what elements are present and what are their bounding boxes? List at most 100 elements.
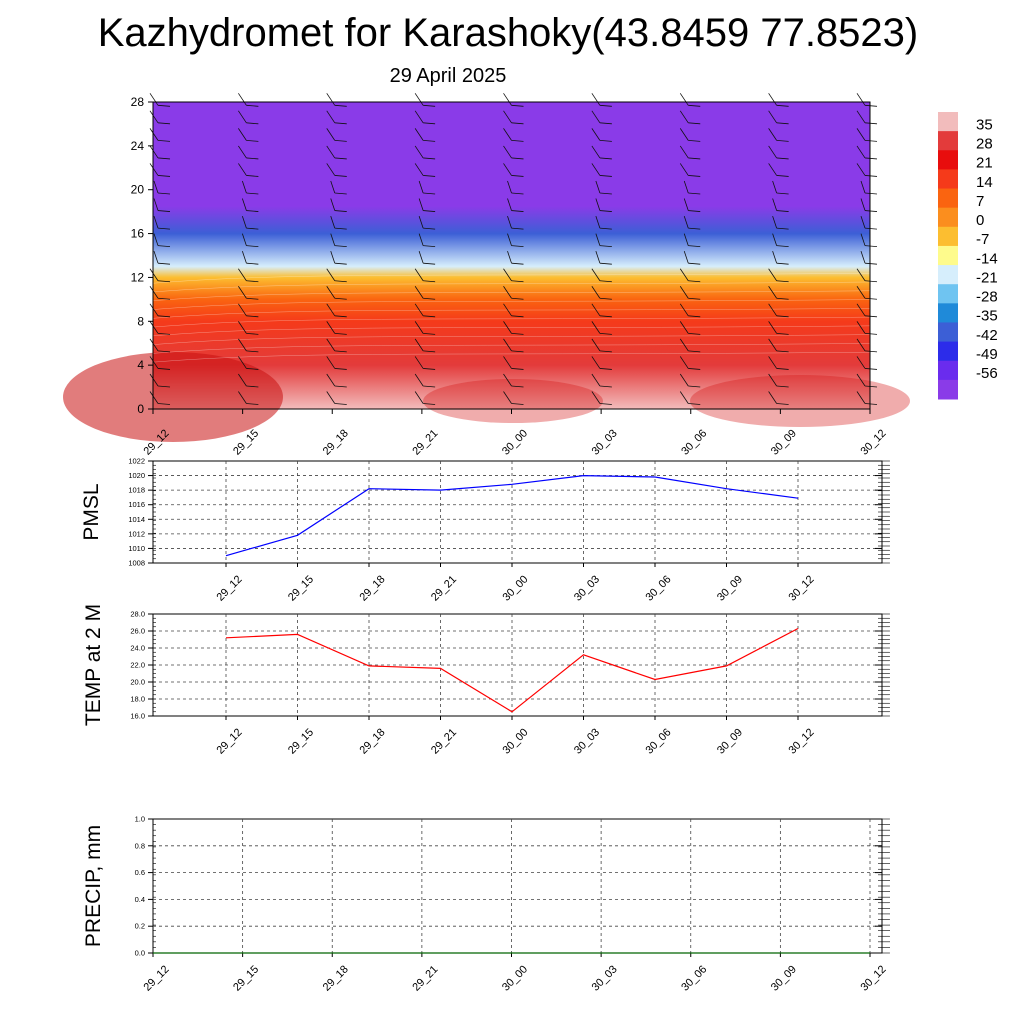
wind-barb (507, 198, 512, 211)
wind-barb-flag (334, 157, 347, 160)
wind-barb (503, 356, 512, 369)
colorbar-label: -28 (976, 289, 998, 306)
wind-barb (856, 163, 866, 176)
wind-barb-flag (246, 210, 259, 212)
wind-barb-flag (157, 262, 171, 265)
wind-barb-flag (688, 297, 701, 300)
wind-barb (768, 338, 777, 352)
wind-barb-flag (246, 104, 259, 107)
wind-barb (507, 180, 512, 194)
wind-barb (503, 373, 512, 387)
x-tick-label: 30_00 (500, 726, 530, 756)
wind-barb (326, 338, 336, 352)
wind-barb-flag (157, 315, 171, 318)
contour-line (152, 299, 871, 310)
x-tick-label: 29_18 (357, 726, 387, 756)
wind-barb-flag (864, 332, 878, 335)
warm-area-mid (423, 379, 603, 423)
wind-barb (326, 145, 336, 159)
wind-barb-flag (776, 332, 789, 335)
wind-barb-flag (423, 139, 436, 142)
wind-barb (679, 391, 689, 404)
wind-barb (326, 303, 336, 317)
x-tick-label: 30_03 (590, 963, 620, 993)
wind-barb-flag (776, 122, 789, 125)
x-tick-label: 30_12 (858, 963, 888, 993)
wind-barb (507, 233, 512, 246)
wind-barb-flag (423, 175, 436, 177)
contour-line (152, 316, 871, 328)
wind-barb (241, 215, 247, 229)
wind-barb (238, 321, 247, 334)
wind-barb-flag (423, 403, 436, 405)
wind-barb (503, 93, 512, 106)
wind-barb-flag (157, 332, 171, 335)
colorbar-swatch (938, 188, 958, 209)
wind-barb-flag (157, 175, 171, 177)
wind-barb (326, 128, 336, 141)
colorbar-label: -49 (976, 346, 998, 363)
wind-barb (238, 303, 247, 317)
wind-barb (503, 268, 512, 281)
wind-barb (326, 268, 336, 281)
y-tick-label: 0.8 (135, 841, 145, 850)
wind-barb-flag (423, 192, 436, 195)
wind-barb (856, 93, 866, 106)
wind-barb-flag (246, 139, 259, 142)
wind-barb-flag (688, 104, 701, 107)
wind-barb-flag (246, 350, 259, 353)
wind-barb-flag (511, 280, 524, 283)
y-tick-label: 20.0 (130, 678, 145, 687)
wind-barb-flag (776, 297, 789, 300)
wind-barb (772, 198, 778, 211)
wind-barb (768, 373, 777, 387)
wind-barb (679, 338, 689, 352)
wind-barb-flag (864, 350, 878, 353)
wind-barb (238, 163, 247, 176)
x-tick-label: 30_12 (786, 726, 816, 756)
y-tick-label: 1.0 (135, 815, 145, 824)
wind-barb (414, 286, 424, 299)
colorbar-label: 14 (976, 174, 993, 191)
chart-date: 29 April 2025 (389, 65, 507, 87)
wind-barb (418, 198, 424, 211)
wind-barb (507, 215, 512, 229)
wind-barb-flag (423, 297, 436, 300)
wind-barb-flag (688, 368, 701, 370)
wind-barb-flag (423, 315, 436, 318)
wind-barb (856, 268, 866, 281)
wind-barb-flag (688, 315, 701, 318)
wind-barb (595, 198, 601, 211)
wind-barb-flag (246, 157, 259, 160)
wind-barb (768, 145, 777, 159)
wind-barb-flag (511, 104, 524, 107)
wind-barb (856, 145, 866, 159)
series-line (225, 474, 799, 557)
wind-barb-flag (511, 139, 524, 142)
wind-barb (330, 251, 336, 264)
wind-barb (149, 145, 159, 159)
wind-barb (326, 286, 336, 299)
wind-barb (503, 110, 512, 124)
wind-barb-flag (334, 262, 347, 265)
wind-barb (326, 373, 336, 387)
wind-barb (414, 321, 424, 334)
wind-barb (591, 163, 601, 176)
colorbar-swatch (938, 322, 958, 343)
x-tick-label: 29_18 (321, 963, 351, 993)
wind-barb-flag (776, 192, 789, 195)
wind-barb (153, 180, 159, 194)
wind-barb-flag (334, 403, 347, 405)
wind-barb-flag (157, 350, 171, 353)
wind-barb-flag (776, 368, 789, 370)
wind-barb (679, 128, 689, 141)
x-tick-label: 30_00 (500, 573, 530, 603)
wind-barb-flag (334, 385, 347, 388)
wind-barb-flag (864, 297, 878, 300)
wind-barb-flag (599, 139, 612, 142)
wind-barb (856, 110, 866, 124)
wind-barb (591, 321, 601, 334)
y-tick-label: 1012 (128, 529, 145, 538)
wind-barb-flag (688, 157, 701, 160)
wind-barb-flag (334, 104, 347, 107)
